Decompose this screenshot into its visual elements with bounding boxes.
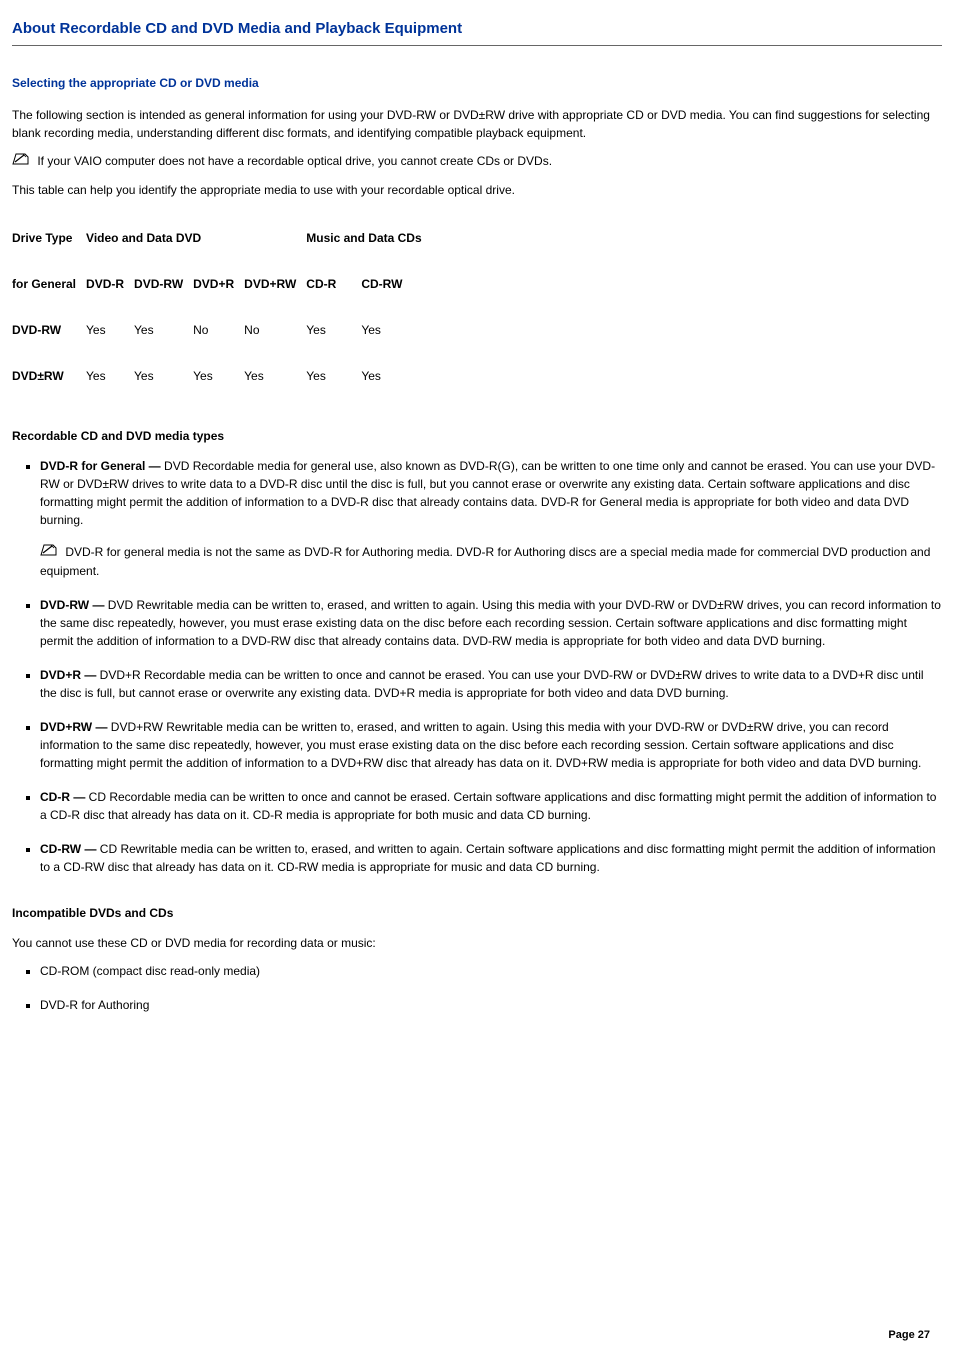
page-number: Page 27 xyxy=(888,1327,930,1344)
media-types-list: DVD-R for General — DVD Recordable media… xyxy=(12,457,942,876)
list-item: DVD-RW — DVD Rewritable media can be wri… xyxy=(40,596,942,650)
note-no-optical-drive: If your VAIO computer does not have a re… xyxy=(12,152,942,171)
page-title: About Recordable CD and DVD Media and Pl… xyxy=(12,18,942,46)
list-item: DVD-R for General — DVD Recordable media… xyxy=(40,457,942,580)
media-term: CD-R — xyxy=(40,790,85,804)
list-item: DVD+RW — DVD+RW Rewritable media can be … xyxy=(40,718,942,772)
media-desc: DVD Recordable media for general use, al… xyxy=(40,459,935,527)
media-desc: DVD+RW Rewritable media can be written t… xyxy=(40,720,921,770)
table-cell: Yes xyxy=(134,307,193,353)
media-desc: CD Rewritable media can be written to, e… xyxy=(40,842,936,874)
table-subheader: CD-RW xyxy=(361,261,431,307)
table-subheader: CD-R xyxy=(306,261,361,307)
incompatible-intro: You cannot use these CD or DVD media for… xyxy=(12,934,942,952)
media-term: DVD+R — xyxy=(40,668,96,682)
list-item: CD-ROM (compact disc read-only media) xyxy=(40,962,942,980)
intro-paragraph: The following section is intended as gen… xyxy=(12,106,942,142)
media-term: DVD+RW — xyxy=(40,720,107,734)
media-desc: DVD Rewritable media can be written to, … xyxy=(40,598,941,648)
table-cell: Yes xyxy=(193,353,244,399)
media-term: CD-RW — xyxy=(40,842,96,856)
media-term: DVD-R for General — xyxy=(40,459,161,473)
media-subnote-text: DVD-R for general media is not the same … xyxy=(40,545,930,578)
table-cell: Yes xyxy=(306,353,361,399)
media-compatibility-table: Drive Type Video and Data DVD Music and … xyxy=(12,215,432,399)
table-cell: Yes xyxy=(361,307,431,353)
list-item: CD-R — CD Recordable media can be writte… xyxy=(40,788,942,824)
table-subheader: DVD-R xyxy=(86,261,134,307)
section-incompatible: Incompatible DVDs and CDs xyxy=(12,904,942,922)
table-header-spacer xyxy=(244,215,306,261)
table-cell: Yes xyxy=(244,353,306,399)
table-row: DVD-RW Yes Yes No No Yes Yes xyxy=(12,307,432,353)
table-subheader: DVD+R xyxy=(193,261,244,307)
note-text: If your VAIO computer does not have a re… xyxy=(37,154,552,168)
table-cell: Yes xyxy=(86,353,134,399)
table-cell: Yes xyxy=(134,353,193,399)
table-cell: No xyxy=(193,307,244,353)
table-subheader: DVD+RW xyxy=(244,261,306,307)
note-icon xyxy=(12,152,30,171)
table-cell: No xyxy=(244,307,306,353)
media-subnote: DVD-R for general media is not the same … xyxy=(40,543,942,580)
section-media-types: Recordable CD and DVD media types xyxy=(12,427,942,445)
incompatible-list: CD-ROM (compact disc read-only media) DV… xyxy=(12,962,942,1014)
table-header-drive-type: Drive Type xyxy=(12,215,86,261)
table-cell: Yes xyxy=(306,307,361,353)
table-cell-drive: DVD±RW xyxy=(12,353,86,399)
list-item: DVD-R for Authoring xyxy=(40,996,942,1014)
table-intro: This table can help you identify the app… xyxy=(12,181,942,199)
table-cell: Yes xyxy=(86,307,134,353)
table-header-video-dvd: Video and Data DVD xyxy=(86,215,244,261)
media-term: DVD-RW — xyxy=(40,598,104,612)
table-cell: Yes xyxy=(361,353,431,399)
list-item: CD-RW — CD Rewritable media can be writt… xyxy=(40,840,942,876)
media-desc: CD Recordable media can be written to on… xyxy=(40,790,936,822)
note-icon xyxy=(40,543,58,562)
table-cell-drive: DVD-RW xyxy=(12,307,86,353)
table-row: DVD±RW Yes Yes Yes Yes Yes Yes xyxy=(12,353,432,399)
section-selecting-media: Selecting the appropriate CD or DVD medi… xyxy=(12,74,942,92)
table-header-music-cd: Music and Data CDs xyxy=(306,215,431,261)
media-desc: DVD+R Recordable media can be written to… xyxy=(40,668,924,700)
table-subheader: DVD-RW xyxy=(134,261,193,307)
list-item: DVD+R — DVD+R Recordable media can be wr… xyxy=(40,666,942,702)
table-subheader: for General xyxy=(12,261,86,307)
